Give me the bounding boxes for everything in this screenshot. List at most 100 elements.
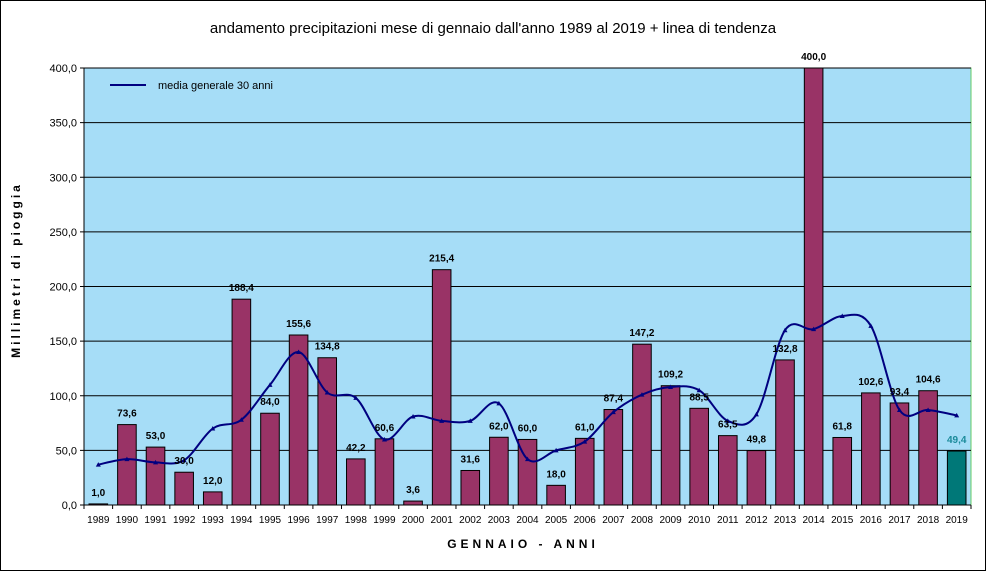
trend-point <box>467 418 473 423</box>
y-tick-label: 350,0 <box>49 118 77 130</box>
x-tick-label: 2006 <box>574 515 597 526</box>
bar <box>946 450 967 506</box>
trend-point <box>296 349 302 355</box>
x-tick-label: 1991 <box>144 515 167 526</box>
x-tick-label: 2018 <box>917 515 940 526</box>
data-label: 73,6 <box>117 409 137 420</box>
x-tick-label: 1992 <box>173 515 196 526</box>
x-tick-label: 2003 <box>488 515 511 526</box>
y-tick-label: 0,0 <box>62 500 77 512</box>
bar <box>918 390 938 506</box>
trend-point <box>753 411 759 417</box>
bar <box>717 435 738 506</box>
data-label: 155,6 <box>286 319 311 330</box>
x-tick-label: 2015 <box>831 515 854 526</box>
trend-point <box>153 459 159 465</box>
data-label: 62,0 <box>489 421 509 432</box>
x-tick-label: 1996 <box>287 515 310 526</box>
bar <box>775 359 795 506</box>
trend-point <box>267 382 273 387</box>
trend-point <box>839 313 845 318</box>
y-tick-label: 150,0 <box>49 336 77 348</box>
data-label: 109,2 <box>658 370 683 381</box>
data-label: 134,8 <box>315 342 340 353</box>
trend-point <box>210 426 216 431</box>
data-label: 104,6 <box>916 375 941 386</box>
data-label: 188,4 <box>229 283 254 294</box>
x-axis-title: GENNAIO - ANNI <box>447 537 599 551</box>
data-label: 53,0 <box>146 431 166 442</box>
trend-point <box>95 462 101 467</box>
data-label: 60,0 <box>518 423 538 434</box>
data-label: 132,8 <box>773 344 798 355</box>
bar <box>832 436 853 506</box>
trend-point <box>582 439 588 444</box>
x-tick-label: 2016 <box>860 515 883 526</box>
trend-point <box>324 389 330 395</box>
bar <box>346 458 366 506</box>
trend-point <box>954 412 960 418</box>
trend-point <box>410 414 416 419</box>
x-tick-label: 2019 <box>946 515 969 526</box>
data-label: 3,6 <box>406 485 420 496</box>
trend-point <box>353 395 359 400</box>
x-tick-label: 2005 <box>545 515 568 526</box>
trend-point <box>238 417 244 422</box>
data-label: 31,6 <box>461 454 481 465</box>
trend-point <box>925 407 931 412</box>
y-tick-label: 250,0 <box>49 227 77 239</box>
trend-point <box>639 392 645 397</box>
trend-point <box>782 327 788 333</box>
bar <box>517 438 538 506</box>
trend-point <box>553 447 559 453</box>
data-label: 61,8 <box>833 421 853 432</box>
trend-point <box>124 456 130 462</box>
x-tick-label: 1989 <box>87 515 110 526</box>
x-tick-label: 2004 <box>516 515 539 526</box>
bar <box>260 412 280 506</box>
bar <box>603 409 624 506</box>
trend-point <box>725 418 731 423</box>
data-label: 12,0 <box>203 476 223 487</box>
legend-label: media generale 30 anni <box>158 80 273 92</box>
data-label: 88,5 <box>689 392 709 403</box>
x-tick-label: 1993 <box>202 515 225 526</box>
x-tick-label: 1990 <box>116 515 139 526</box>
bar <box>660 385 681 506</box>
trend-point <box>496 400 502 406</box>
bar <box>317 357 338 506</box>
data-label: 84,0 <box>260 397 280 408</box>
bar <box>489 436 509 506</box>
trend-point <box>181 457 187 463</box>
trend-point <box>668 384 674 390</box>
trend-point <box>439 418 445 423</box>
x-tick-label: 1999 <box>373 515 396 526</box>
chart-title: andamento precipitazioni mese di gennaio… <box>209 20 777 37</box>
x-tick-label: 1997 <box>316 515 339 526</box>
y-tick-label: 100,0 <box>49 391 77 403</box>
trend-point <box>868 323 874 328</box>
trend-point <box>696 387 702 393</box>
bar <box>117 424 137 506</box>
x-tick-label: 1998 <box>345 515 368 526</box>
data-label: 18,0 <box>546 469 566 480</box>
trend-point <box>381 436 387 442</box>
bar <box>803 67 824 506</box>
trend-point <box>525 456 530 462</box>
x-tick-label: 2001 <box>431 515 454 526</box>
bar <box>574 437 595 506</box>
bar <box>145 446 166 506</box>
bar <box>431 269 452 506</box>
x-tick-label: 2011 <box>717 515 739 526</box>
trend-point <box>811 326 817 332</box>
x-tick-label: 1994 <box>230 515 253 526</box>
data-label: 42,2 <box>346 443 366 454</box>
x-tick-label: 2007 <box>602 515 625 526</box>
data-label: 93,4 <box>890 387 910 398</box>
bar <box>746 450 767 506</box>
bar <box>88 503 109 506</box>
y-tick-label: 50,0 <box>56 445 77 457</box>
x-tick-label: 2008 <box>631 515 654 526</box>
bar <box>889 402 910 506</box>
